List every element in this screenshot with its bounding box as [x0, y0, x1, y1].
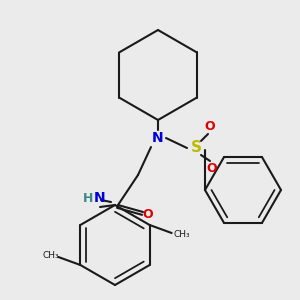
Text: N: N: [152, 131, 164, 145]
Text: O: O: [205, 121, 215, 134]
Text: CH₃: CH₃: [173, 230, 190, 239]
Text: O: O: [143, 208, 153, 221]
Text: N: N: [94, 191, 106, 205]
Text: CH₃: CH₃: [42, 250, 59, 260]
Text: H: H: [83, 191, 93, 205]
Text: S: S: [190, 140, 202, 155]
Text: O: O: [207, 161, 217, 175]
